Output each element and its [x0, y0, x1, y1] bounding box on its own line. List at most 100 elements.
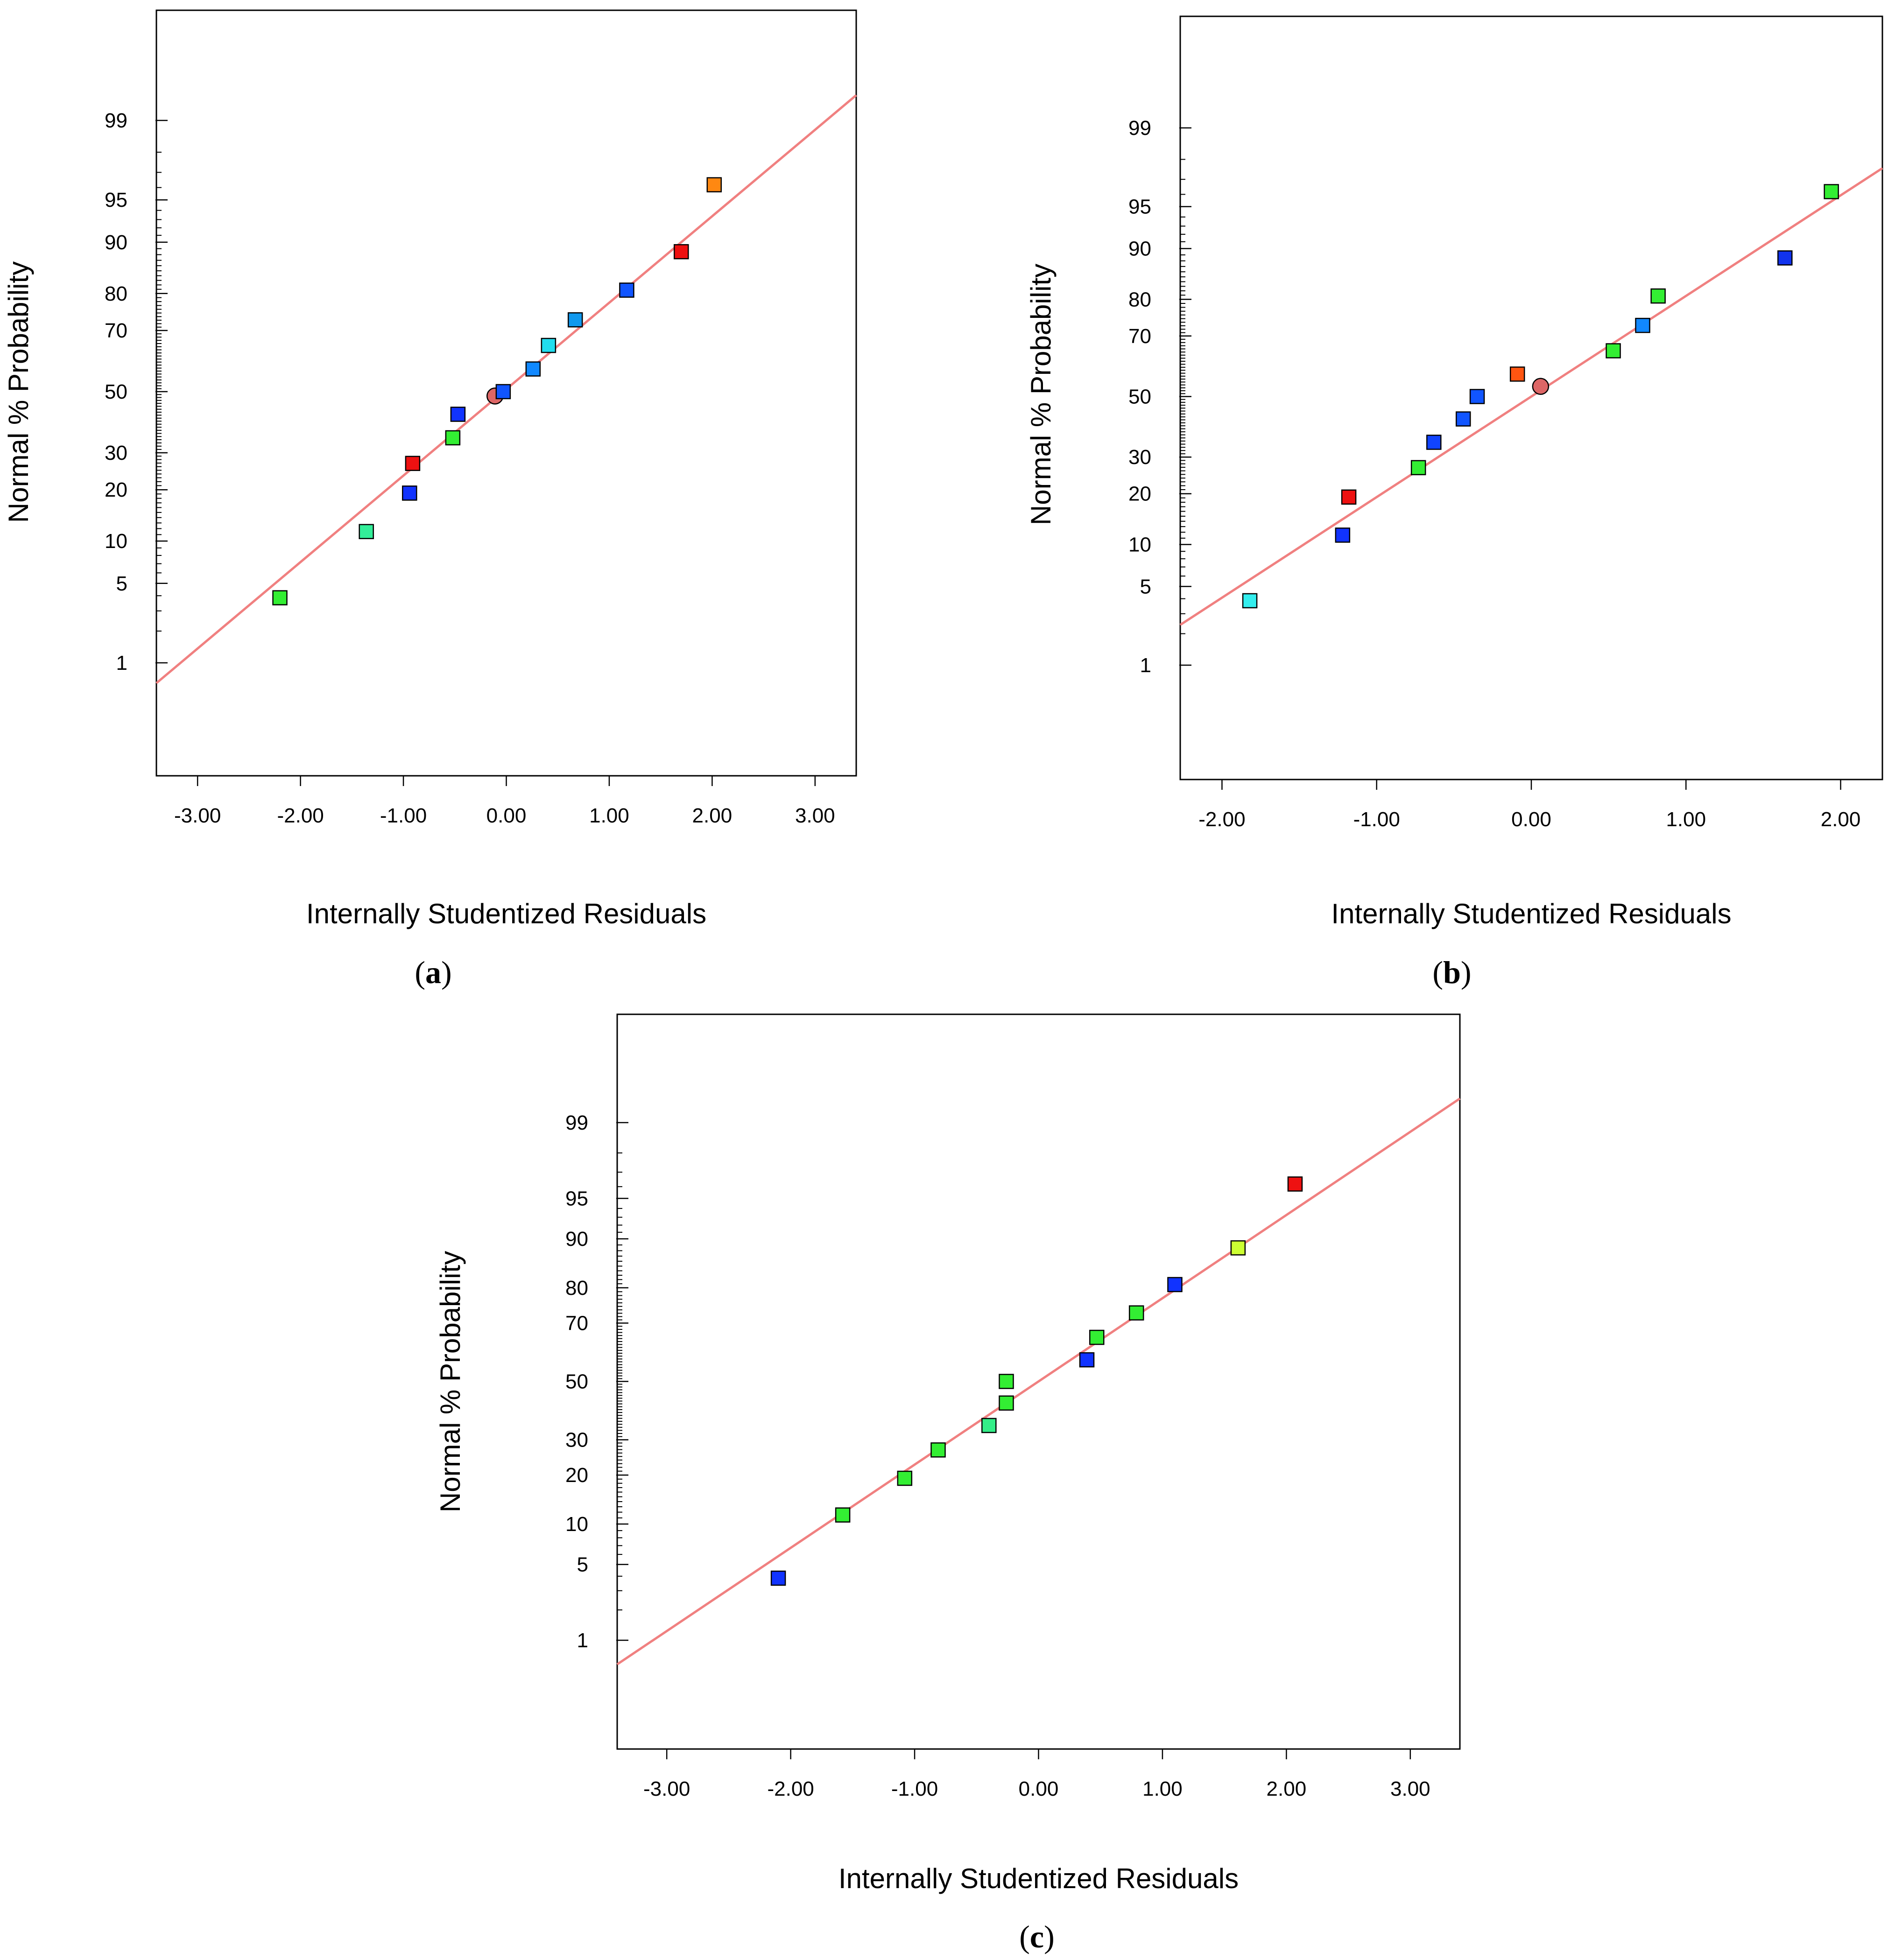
x-tick-label: 3.00 — [1390, 1777, 1430, 1800]
x-tick-label: 0.00 — [1019, 1777, 1059, 1800]
panel-caption: (a) — [415, 955, 451, 990]
data-point — [1079, 1352, 1095, 1368]
x-tick-label: -2.00 — [277, 804, 324, 827]
panel-caption-letter: c — [1030, 1919, 1044, 1954]
panel-caption-letter: b — [1443, 955, 1461, 990]
data-point — [402, 485, 417, 501]
x-tick-label: 0.00 — [486, 804, 527, 827]
data-point — [999, 1374, 1014, 1389]
data-point — [445, 430, 461, 446]
data-point — [1410, 460, 1426, 476]
y-tick-label: 5 — [116, 572, 127, 595]
data-point-circle — [1532, 378, 1550, 395]
y-tick-label: 30 — [1128, 446, 1151, 469]
data-point — [1650, 288, 1666, 304]
x-tick-label: 3.00 — [795, 804, 835, 827]
x-tick-label: -1.00 — [1353, 808, 1400, 831]
y-tick-label: 90 — [105, 231, 127, 254]
y-tick-label: 20 — [1128, 483, 1151, 506]
y-tick-label: 50 — [565, 1370, 588, 1393]
chart-panel-b: 1 5 10 20 30 50 70 80 90 95 99 -2.00 -1.00 0.00 1.00 2.… — [1025, 15, 1883, 990]
data-point — [1287, 1176, 1303, 1192]
y-tick-label: 1 — [1140, 654, 1151, 677]
y-tick-label: 10 — [565, 1513, 588, 1536]
panel-caption-letter: a — [425, 955, 441, 990]
y-tick-label: 30 — [565, 1428, 588, 1451]
plot-frame — [1179, 15, 1883, 780]
y-tick-label: 30 — [105, 442, 127, 464]
data-point — [674, 244, 689, 260]
data-point — [1777, 250, 1793, 266]
y-tick-label: 50 — [1128, 386, 1151, 408]
x-tick-label: -3.00 — [643, 1777, 690, 1800]
y-tick-label: 80 — [1128, 288, 1151, 311]
data-point — [541, 337, 557, 353]
x-axis-title: Internally Studentized Residuals — [306, 898, 706, 929]
data-point — [1635, 317, 1650, 333]
y-tick-label: 70 — [105, 319, 127, 342]
data-point — [1469, 389, 1485, 404]
x-tick-label: -2.00 — [1198, 808, 1245, 831]
x-tick-label: -1.00 — [891, 1777, 938, 1800]
data-point — [930, 1442, 946, 1458]
data-point — [525, 361, 541, 377]
data-point — [405, 456, 421, 471]
data-point — [1606, 343, 1621, 358]
y-tick-label: 10 — [105, 530, 127, 553]
y-tick-label: 95 — [105, 189, 127, 211]
data-point — [1455, 411, 1471, 427]
data-point — [897, 1470, 913, 1486]
x-axis-title: Internally Studentized Residuals — [838, 1863, 1239, 1894]
x-tick-label: 0.00 — [1511, 808, 1551, 831]
data-point — [770, 1570, 786, 1586]
data-point — [706, 177, 722, 193]
y-tick-label: 70 — [565, 1312, 588, 1335]
y-tick-label: 10 — [1128, 534, 1151, 556]
y-tick-label: 80 — [105, 282, 127, 305]
data-point — [1341, 489, 1357, 505]
y-tick-label: 99 — [565, 1111, 588, 1134]
x-axis-title: Internally Studentized Residuals — [1331, 898, 1731, 929]
data-point — [495, 384, 511, 400]
data-point — [450, 407, 466, 422]
data-point — [1335, 527, 1351, 543]
y-tick-label: 95 — [565, 1187, 588, 1210]
chart-panel-c: 1 5 10 20 30 50 70 80 90 95 99 -3.00 -2.00 -1.00 0.00 1… — [435, 1013, 1461, 1954]
y-axis-title: Normal % Probability — [1025, 264, 1057, 525]
x-tick-label: 2.00 — [1267, 1777, 1307, 1800]
panel-caption: (b) — [1432, 955, 1471, 990]
fit-line — [1179, 167, 1883, 626]
x-tick-label: 2.00 — [692, 804, 733, 827]
data-point — [567, 312, 583, 328]
y-tick-label: 1 — [577, 1629, 588, 1652]
x-tick-label: 1.00 — [1666, 808, 1706, 831]
data-point — [1167, 1277, 1183, 1293]
x-tick-label: 1.00 — [1142, 1777, 1183, 1800]
data-point — [835, 1507, 851, 1523]
data-point — [1824, 184, 1839, 199]
y-tick-label: 1 — [116, 652, 127, 674]
data-point — [1089, 1329, 1105, 1345]
data-point — [1230, 1240, 1246, 1256]
panel-caption: (c) — [1019, 1919, 1055, 1954]
x-tick-label: -2.00 — [767, 1777, 814, 1800]
y-tick-label: 5 — [1140, 575, 1151, 598]
y-tick-label: 50 — [105, 380, 127, 403]
x-tick-label: 2.00 — [1821, 808, 1861, 831]
y-tick-label: 90 — [565, 1228, 588, 1250]
y-tick-label: 80 — [565, 1277, 588, 1300]
data-point — [1509, 366, 1525, 382]
y-tick-label: 95 — [1128, 196, 1151, 218]
data-point — [1242, 593, 1258, 609]
x-tick-label: 1.00 — [589, 804, 629, 827]
data-point — [1128, 1305, 1144, 1321]
y-tick-label: 20 — [105, 478, 127, 501]
y-axis-title: Normal % Probability — [435, 1251, 466, 1512]
y-tick-label: 99 — [105, 109, 127, 132]
y-tick-label: 90 — [1128, 237, 1151, 260]
y-tick-label: 70 — [1128, 325, 1151, 348]
fit-line — [616, 1097, 1461, 1665]
data-point — [1426, 435, 1442, 450]
data-point — [981, 1418, 997, 1433]
